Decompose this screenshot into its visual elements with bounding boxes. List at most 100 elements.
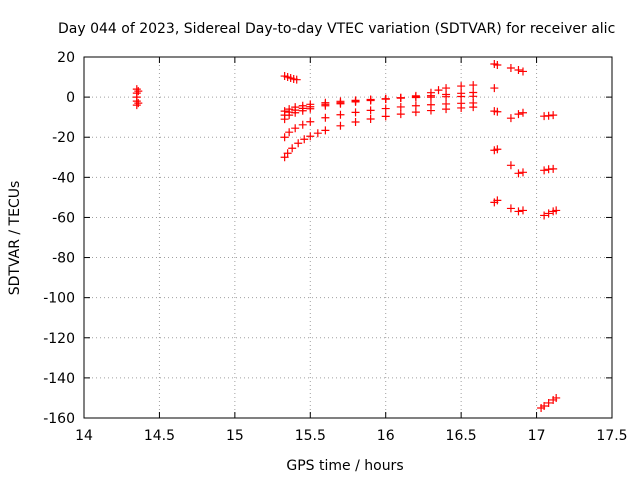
y-tick-label: -100 [43, 291, 75, 307]
data-point [514, 169, 523, 178]
chart-title: Day 044 of 2023, Sidereal Day-to-day VTE… [58, 21, 615, 37]
data-point [493, 145, 502, 154]
data-point [549, 111, 558, 120]
data-point [313, 129, 322, 138]
data-point [411, 108, 420, 117]
data-point [518, 108, 527, 117]
x-tick-label: 15 [226, 428, 244, 444]
data-point [306, 104, 315, 113]
data-point [552, 393, 561, 402]
data-point [306, 117, 315, 126]
data-point [549, 164, 558, 173]
data-point [544, 209, 553, 218]
y-tick-label: -40 [52, 170, 75, 186]
data-point [283, 149, 292, 158]
data-point [288, 144, 297, 153]
data-point [134, 99, 143, 108]
data-point [280, 133, 289, 142]
data-point [292, 75, 301, 84]
data-point [457, 89, 466, 98]
y-tick-label: -20 [52, 130, 75, 146]
data-point [457, 103, 466, 112]
data-point [514, 66, 523, 75]
y-tick-label: -80 [52, 251, 75, 267]
data-point [493, 107, 502, 116]
y-tick-label: 0 [66, 90, 75, 106]
data-point [381, 112, 390, 121]
data-point [300, 135, 309, 144]
y-tick-label: -160 [43, 411, 75, 427]
data-point [514, 207, 523, 216]
data-point [321, 113, 330, 122]
data-point [321, 101, 330, 110]
data-point [396, 93, 405, 102]
data-point [540, 211, 549, 220]
plot-frame [83, 56, 613, 419]
axis-ticks [83, 56, 613, 419]
y-tick-label: -60 [52, 210, 75, 226]
data-point [540, 166, 549, 175]
y-tick-label: -120 [43, 331, 75, 347]
y-axis-label: SDTVAR / TECUs [7, 181, 23, 296]
data-point [336, 99, 345, 108]
data-point [442, 84, 451, 93]
data-point [506, 204, 515, 213]
data-point [506, 114, 515, 123]
y-tick-label: 20 [57, 50, 75, 66]
data-point [493, 61, 502, 70]
data-point [280, 153, 289, 162]
x-tick-label: 17.5 [596, 428, 627, 444]
data-point [321, 126, 330, 135]
data-point [134, 87, 143, 96]
data-point [351, 97, 360, 106]
data-point [366, 106, 375, 115]
data-point [540, 401, 549, 410]
data-point [469, 103, 478, 112]
y-tick-labels: -160 -140 -120 -100 -80 -60 -40 -20 0 20 [43, 50, 75, 427]
y-tick-label: -140 [43, 371, 75, 387]
data-point [544, 111, 553, 120]
data-point [366, 114, 375, 123]
data-point [298, 106, 307, 115]
data-point [518, 67, 527, 76]
data-point [518, 168, 527, 177]
data-point [442, 105, 451, 114]
data-point [336, 121, 345, 130]
data-point [396, 102, 405, 111]
x-tick-label: 17 [528, 428, 546, 444]
data-point [469, 81, 478, 90]
data-point [506, 64, 515, 73]
data-points [132, 60, 561, 412]
x-tick-labels: 14 14.5 15 15.5 16 16.5 17 17.5 [75, 428, 628, 444]
data-point [506, 161, 515, 170]
data-point [291, 108, 300, 117]
x-tick-label: 15.5 [295, 428, 326, 444]
data-point [457, 82, 466, 91]
data-point [434, 86, 443, 95]
data-point [366, 96, 375, 105]
data-point [285, 111, 294, 120]
data-point [351, 108, 360, 117]
x-tick-label: 14 [75, 428, 93, 444]
data-point [381, 95, 390, 104]
data-point [336, 110, 345, 119]
data-point [411, 91, 420, 100]
data-point [306, 132, 315, 141]
data-point [285, 128, 294, 137]
data-point [280, 115, 289, 124]
data-point [291, 124, 300, 133]
data-point [426, 106, 435, 115]
data-point [426, 88, 435, 97]
data-point [132, 101, 141, 110]
data-point [298, 120, 307, 129]
grid-lines [84, 57, 612, 418]
x-axis-label: GPS time / hours [286, 458, 403, 474]
data-point [381, 104, 390, 113]
data-point [493, 196, 502, 205]
data-point [514, 110, 523, 119]
data-point [294, 139, 303, 148]
data-point [490, 84, 499, 93]
x-tick-label: 14.5 [144, 428, 175, 444]
data-point [518, 206, 527, 215]
